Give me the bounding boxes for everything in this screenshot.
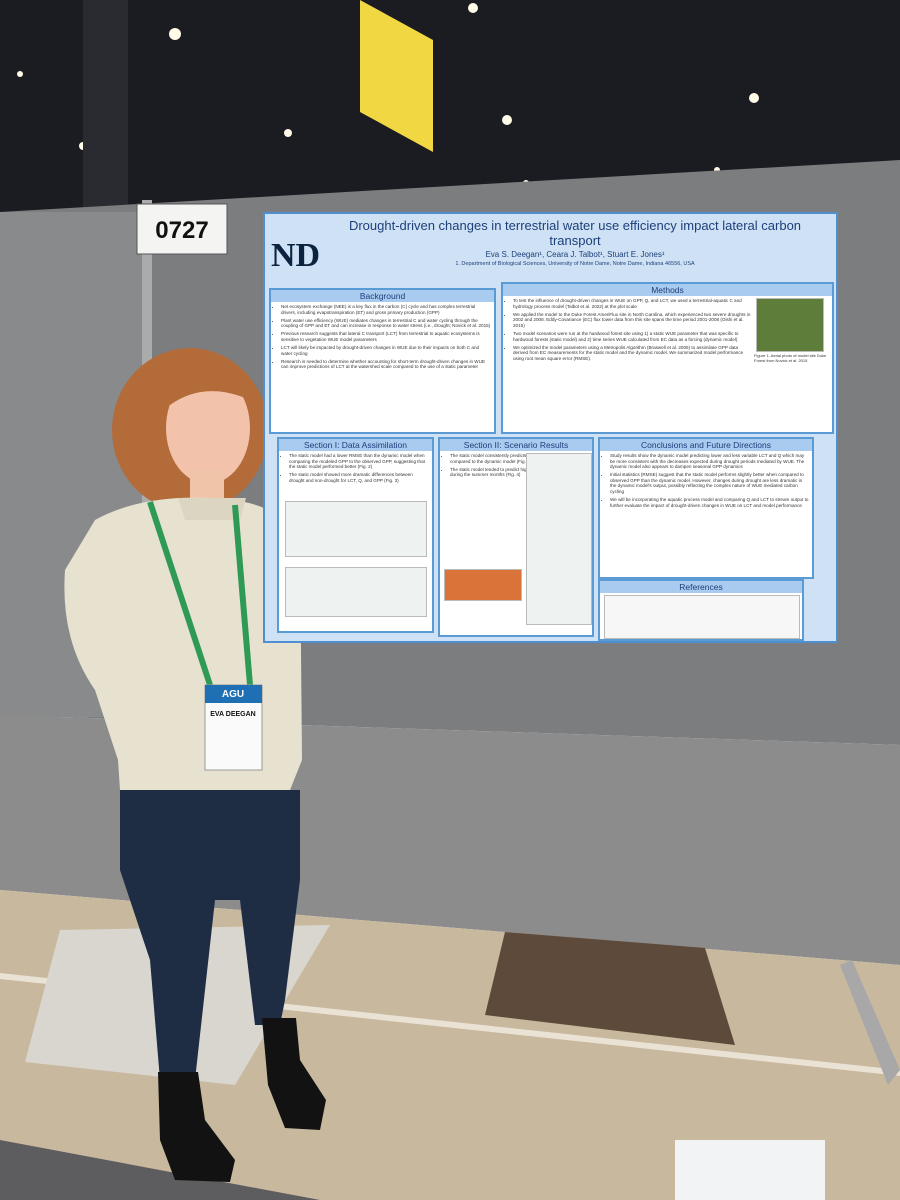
booth-sign — [136, 203, 228, 255]
poster-section: Methods To test the influence of drought-… — [501, 282, 834, 434]
section-title: Section II: Scenario Results — [440, 439, 592, 451]
face — [166, 372, 250, 484]
bullet: Research is needed to determine whether … — [281, 359, 491, 370]
booth-number: 0727 — [155, 217, 208, 244]
right-boot — [262, 1018, 326, 1130]
person: AGU EVA DEEGAN — [64, 348, 326, 1182]
figure — [444, 569, 522, 601]
figure-aerial-photo — [756, 298, 824, 352]
section-title: Background — [271, 290, 494, 302]
bullet: We applied the model to the Duke Forest … — [513, 312, 752, 329]
poster-section: Conclusions and Future Directions Study r… — [598, 437, 814, 579]
bag — [675, 1140, 825, 1200]
bullet-list: The static model had a lower RMSE than t… — [289, 453, 429, 483]
collar — [178, 498, 246, 520]
section-title: References — [600, 581, 802, 593]
bullet: The static model tended to predict highe… — [450, 467, 589, 478]
figure — [285, 501, 427, 557]
poster-authors: Eva S. Deegan¹, Ceara J. Talbot¹, Stuart… — [485, 250, 665, 259]
bullet-list: Study results show the dynamic model pre… — [610, 453, 809, 508]
bullet: To test the influence of drought-driven … — [513, 298, 752, 309]
bullet: Net ecosystem exchange (NEE) is a key fl… — [281, 304, 491, 315]
section-title: Methods — [503, 284, 832, 296]
bullet: The static model showed more dramatic di… — [289, 472, 429, 483]
bullet: Previous research suggests that lateral … — [281, 331, 491, 342]
bullet: We optimized the model parameters using … — [513, 345, 752, 362]
badge-header — [205, 685, 262, 703]
bullet: The static model had a lower RMSE than t… — [289, 453, 429, 470]
bullet: Two model scenarios were run at the hard… — [513, 331, 752, 342]
section-title: Section I: Data Assimilation — [279, 439, 432, 451]
poster-affiliation: 1. Department of Biological Sciences, Un… — [455, 261, 695, 267]
bullet: LCT will likely be impacted by drought-d… — [281, 345, 491, 356]
jeans — [120, 790, 300, 1080]
section-title: Conclusions and Future Directions — [600, 439, 812, 451]
bullet-list: Net ecosystem exchange (NEE) is a key fl… — [281, 304, 491, 370]
bullet-list: The static model consistently predicts h… — [450, 453, 589, 478]
stand-leg — [840, 960, 900, 1085]
figure — [526, 453, 592, 625]
figure — [285, 567, 427, 617]
badge-org: AGU — [222, 689, 244, 700]
poster: ND Drought-driven changes in terrestrial… — [263, 212, 838, 643]
bullet: Initial statistics (RMSE) suggest that t… — [610, 472, 809, 494]
references-text — [604, 595, 800, 639]
fringe — [165, 366, 250, 405]
bullet-list: To test the influence of drought-driven … — [513, 298, 752, 361]
bullet: Plant water use efficiency (WUE) mediate… — [281, 318, 491, 329]
poster-section: Section I: Data Assimilation The static m… — [277, 437, 434, 633]
hanging-sign — [360, 0, 433, 152]
poster-section: Background Net ecosystem exchange (NEE) i… — [269, 288, 496, 434]
bullet: Study results show the dynamic model pre… — [610, 453, 809, 470]
pillar — [83, 0, 128, 215]
poster-section: Section II: Scenario Results The static m… — [438, 437, 594, 637]
left-boot — [158, 1072, 235, 1182]
poster-section: References — [598, 579, 804, 641]
bullet: We will be incorporating the aquatic pro… — [610, 497, 809, 508]
figure-caption: Figure 1. Aerial photo of model site Duk… — [754, 353, 827, 363]
bullet: The static model consistently predicts h… — [450, 453, 589, 464]
poster-logo: ND — [271, 237, 321, 274]
badge-name: EVA DEEGAN — [210, 711, 256, 718]
drain-grate — [485, 932, 735, 1045]
lanyard — [147, 501, 253, 686]
poster-title: Drought-driven changes in terrestrial wa… — [348, 218, 802, 248]
floor-carpet — [0, 1140, 320, 1200]
